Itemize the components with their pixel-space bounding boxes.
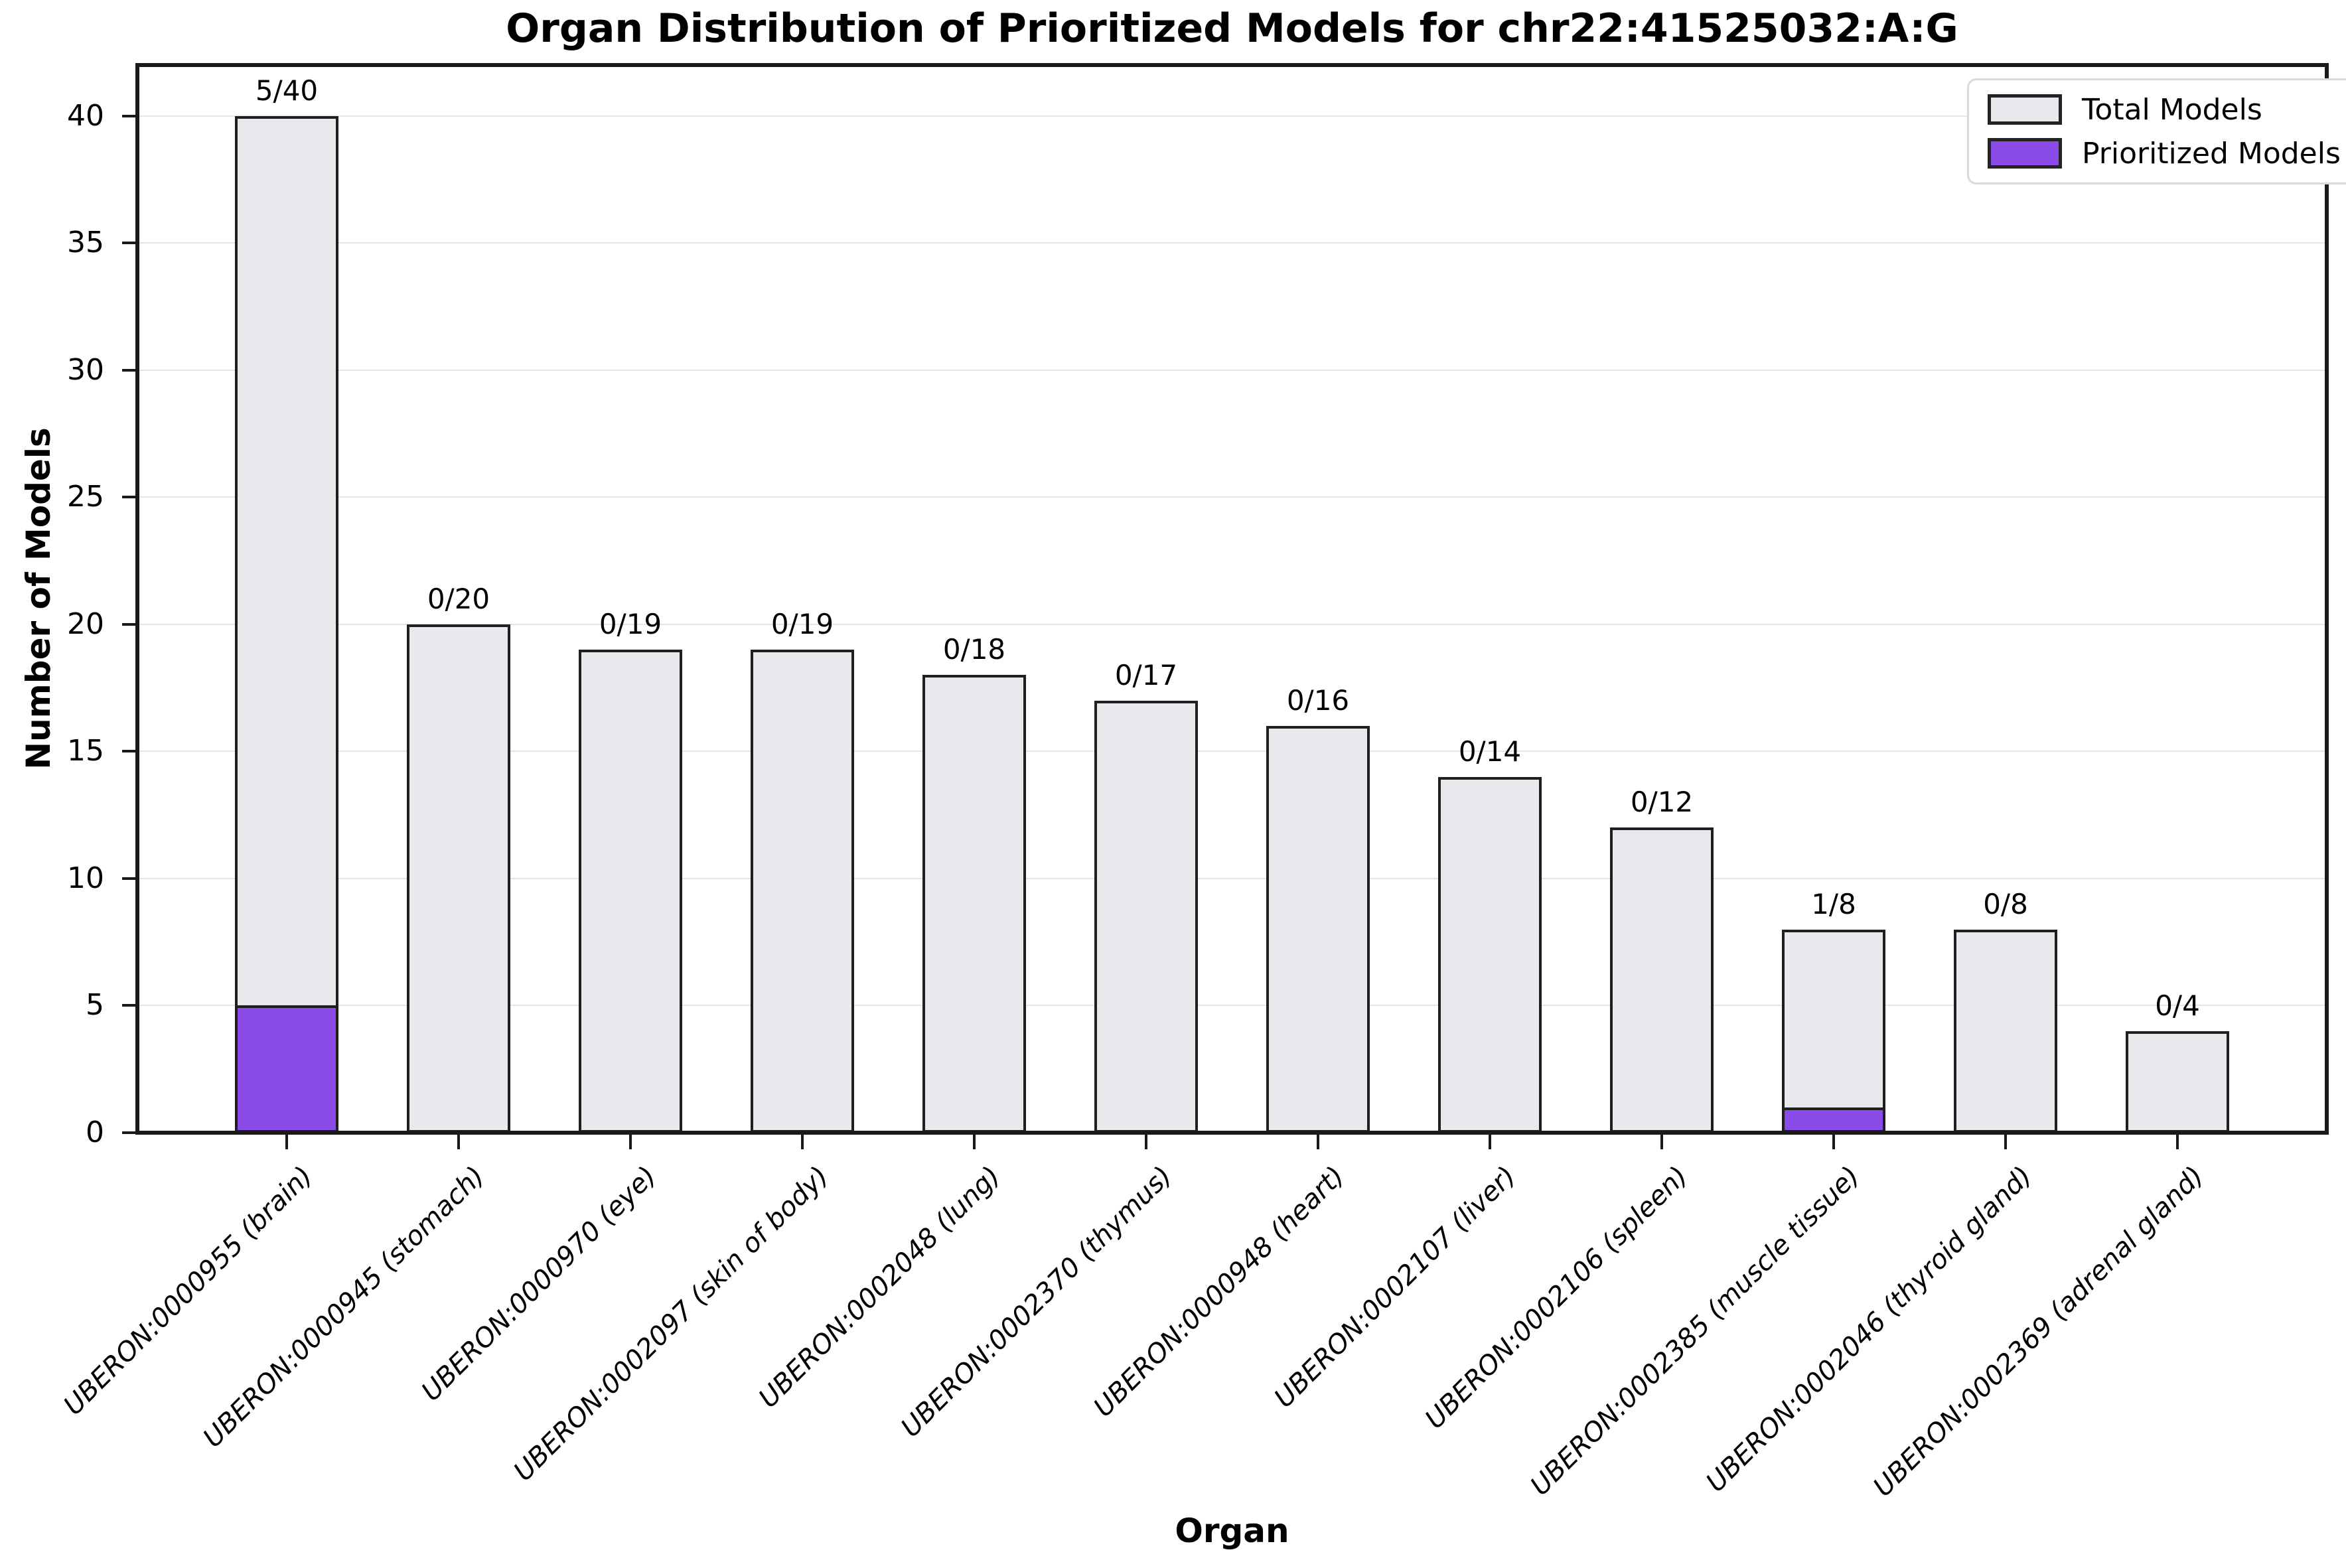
bar-total [1266,726,1370,1133]
legend-swatch-prioritized-models [1988,138,2062,169]
bar-total [1094,701,1198,1133]
bar-prioritized [235,1005,338,1133]
legend: Total Models Prioritized Models [1967,78,2346,184]
y-tick-label: 40 [67,98,104,133]
x-tick [801,1135,804,1149]
bar-total [407,624,510,1133]
y-tick [122,1004,135,1007]
bar-total [235,116,338,1133]
bar-value-label: 0/8 [1983,888,2028,920]
x-tick [2004,1135,2007,1149]
bar-value-label: 1/8 [1811,888,1856,920]
bar-total [2126,1031,2229,1133]
x-tick [1489,1135,1491,1149]
x-axis-title: Organ [1175,1512,1289,1550]
bar-value-label: 0/4 [2155,989,2200,1022]
legend-item: Prioritized Models [1988,135,2341,172]
legend-label: Prioritized Models [2082,136,2341,171]
bar-total [922,675,1026,1133]
bar-value-label: 0/16 [1286,684,1350,717]
y-tick-label: 30 [67,352,104,387]
y-tick-label: 25 [67,480,104,514]
gridline [137,623,2327,625]
x-tick-label: UBERON:0000945 (stomach) [197,1161,491,1454]
y-tick [122,750,135,753]
x-tick-label: UBERON:0002097 (skin of body) [508,1161,835,1488]
bar-total [1438,777,1542,1133]
x-tick [1660,1135,1663,1149]
y-tick [122,622,135,626]
x-tick [1317,1135,1319,1149]
bar-value-label: 0/19 [599,608,662,640]
x-tick-label: UBERON:0002046 (thyroid gland) [1700,1161,2038,1498]
bar-total [751,650,854,1133]
bar-prioritized [1782,1107,1885,1133]
gridline [137,369,2327,371]
gridline [137,1005,2327,1007]
x-tick [973,1135,976,1149]
x-tick [629,1135,632,1149]
y-tick [122,368,135,372]
y-tick-label: 5 [86,988,104,1023]
x-tick [2176,1135,2179,1149]
bar-total [1610,827,1714,1133]
x-tick [457,1135,460,1149]
y-tick [122,877,135,880]
chart-title: Organ Distribution of Prioritized Models… [506,5,1958,52]
y-tick-label: 20 [67,606,104,641]
bar-total [579,650,682,1133]
bar-value-label: 0/18 [942,633,1006,666]
gridline [137,750,2327,752]
gridline [137,496,2327,498]
y-tick-label: 35 [67,226,104,260]
bar-value-label: 0/14 [1458,735,1522,768]
gridline [137,877,2327,879]
bar-value-label: 5/40 [255,74,319,107]
y-tick-label: 0 [86,1115,104,1149]
y-tick [122,1131,135,1134]
bar-total [1954,930,2057,1133]
legend-item: Total Models [1988,91,2341,128]
x-tick [1145,1135,1147,1149]
x-tick-label: UBERON:0002370 (thymus) [895,1161,1179,1444]
y-tick [122,242,135,245]
bar-value-label: 0/17 [1114,659,1178,691]
y-tick-label: 15 [67,734,104,768]
bar-total [1782,930,1885,1133]
gridline [137,242,2327,244]
bar-value-label: 0/20 [427,583,490,615]
y-tick [122,114,135,117]
y-tick [122,496,135,499]
bar-value-label: 0/19 [770,608,834,640]
bar-value-label: 0/12 [1630,786,1694,818]
gridline [137,115,2327,117]
x-tick [1832,1135,1835,1149]
legend-swatch-total-models [1988,94,2062,125]
x-tick [285,1135,288,1149]
legend-label: Total Models [2082,92,2262,127]
y-tick-label: 10 [67,861,104,895]
x-tick-label: UBERON:0002369 (adrenal gland) [1867,1161,2210,1503]
x-tick-label: UBERON:0002385 (muscle tissue) [1524,1161,1866,1502]
